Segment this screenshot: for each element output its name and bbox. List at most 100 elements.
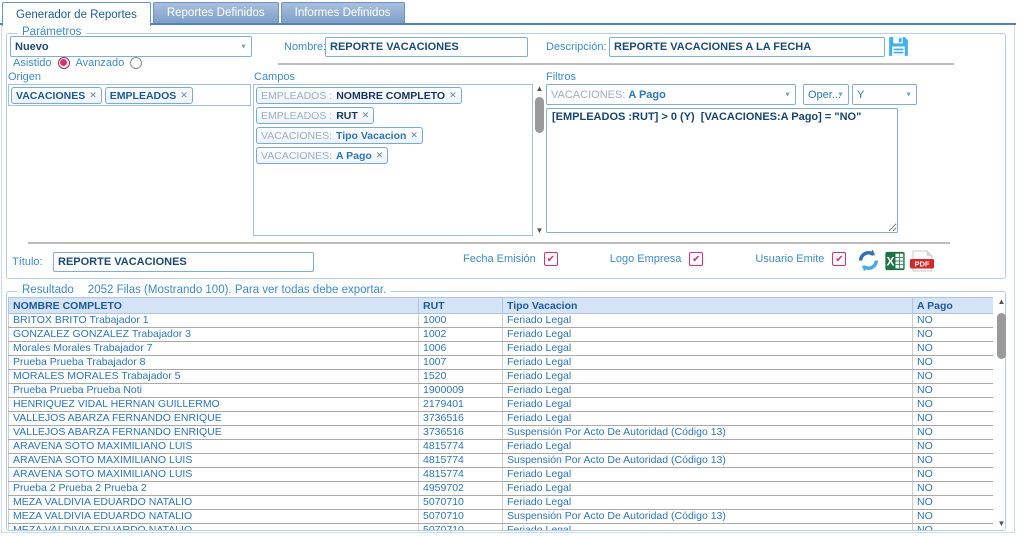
report-select[interactable]: Nuevo ▼: [10, 36, 252, 57]
scroll-up-icon[interactable]: ▲: [535, 84, 544, 93]
tab[interactable]: Generador de Reportes: [2, 2, 151, 26]
cell-tipo-vacacion: Suspensión Por Acto De Autoridad (Código…: [502, 509, 913, 524]
remove-tag-icon[interactable]: ✕: [410, 130, 418, 140]
table-row[interactable]: BRITOX BRITO Trabajador 1 1000 Feriado L…: [8, 313, 993, 328]
avanzado-radio[interactable]: [130, 56, 143, 69]
tab[interactable]: Informes Definidos: [280, 2, 405, 23]
column-header[interactable]: RUT: [418, 297, 503, 314]
resultado-legend-title: Resultado: [22, 284, 74, 296]
chevron-down-icon: ▼: [837, 91, 844, 98]
cell-a-pago: NO: [912, 369, 993, 384]
tab-underline: [0, 23, 1016, 25]
titulo-input[interactable]: [53, 252, 314, 272]
campos-box[interactable]: EMPLEADOS : NOMBRE COMPLETO ✕ EMPLEADOS …: [253, 84, 533, 236]
cell-tipo-vacacion: Feriado Legal: [502, 481, 913, 496]
filtro-campo-origin: VACACIONES:: [551, 88, 626, 101]
excel-export-button[interactable]: X: [884, 250, 906, 272]
cell-rut: 4959702: [418, 481, 503, 496]
remove-tag-icon[interactable]: ✕: [449, 90, 457, 100]
remove-tag-icon[interactable]: ✕: [361, 110, 370, 120]
table-row[interactable]: Morales Morales Trabajador 7 1006 Feriad…: [8, 341, 993, 356]
table-row[interactable]: MEZA VALDIVIA EDUARDO NATALIO 5070710 Fe…: [8, 523, 993, 530]
cell-tipo-vacacion: Feriado Legal: [502, 523, 913, 530]
checkbox[interactable]: [543, 252, 558, 266]
cell-rut: 1002: [418, 327, 503, 342]
conector-select[interactable]: Y ▼: [852, 84, 917, 105]
table-row[interactable]: MORALES MORALES Trabajador 5 1520 Feriad…: [8, 369, 993, 384]
table-row[interactable]: VALLEJOS ABARZA FERNANDO ENRIQUE 3736516…: [8, 425, 993, 440]
table-row[interactable]: HENRIQUEZ VIDAL HERNAN GUILLERMO 2179401…: [8, 397, 993, 412]
cell-tipo-vacacion: Feriado Legal: [502, 355, 913, 370]
cell-tipo-vacacion: Feriado Legal: [502, 411, 913, 426]
refresh-button[interactable]: [856, 248, 881, 273]
operador-select[interactable]: Oper... ▼: [803, 84, 849, 105]
table-row[interactable]: VALLEJOS ABARZA FERNANDO ENRIQUE 3736516…: [8, 411, 993, 426]
campo-tag-origin: EMPLEADOS :: [261, 109, 333, 122]
cell-tipo-vacacion: Feriado Legal: [502, 313, 913, 328]
origen-tag-label: VACACIONES: [16, 89, 86, 102]
campos-scrollbar: ▲ ▼: [533, 84, 546, 236]
scroll-down-icon[interactable]: ▼: [997, 519, 1006, 528]
option-label: Usuario Emite: [755, 253, 825, 265]
campo-tag-origin: EMPLEADOS :: [261, 89, 333, 102]
table-row[interactable]: MEZA VALDIVIA EDUARDO NATALIO 5070710 Su…: [8, 509, 993, 524]
cell-rut: 3736516: [418, 425, 503, 440]
cell-rut: 1000: [418, 313, 503, 328]
cell-nombre-completo: ARAVENA SOTO MAXIMILIANO LUIS: [8, 467, 419, 482]
titulo-label: Título:: [12, 256, 43, 268]
cell-a-pago: NO: [912, 411, 993, 426]
scrollbar-thumb[interactable]: [535, 97, 544, 133]
cell-a-pago: NO: [912, 425, 993, 440]
descripcion-input[interactable]: [609, 37, 885, 57]
cell-nombre-completo: MORALES MORALES Trabajador 5: [8, 369, 419, 384]
tab-label: Generador de Reportes: [16, 8, 137, 21]
chevron-down-icon: ▼: [784, 91, 791, 98]
remove-tag-icon[interactable]: ✕: [180, 90, 188, 100]
cell-tipo-vacacion: Feriado Legal: [502, 327, 913, 342]
pdf-export-button[interactable]: PDF: [909, 249, 936, 272]
cell-a-pago: NO: [912, 453, 993, 468]
origen-label: Origen: [8, 71, 42, 83]
avanzado-label: Avanzado: [75, 56, 125, 69]
filtro-campo-select[interactable]: VACACIONES: A Pago ▼: [546, 84, 796, 105]
column-header[interactable]: Tipo Vacacion: [502, 297, 913, 314]
table-row[interactable]: ARAVENA SOTO MAXIMILIANO LUIS 4815774 Su…: [8, 453, 993, 468]
checkbox[interactable]: [689, 252, 704, 266]
scroll-down-icon[interactable]: ▼: [535, 226, 544, 235]
table-row[interactable]: Prueba Prueba Trabajador 8 1007 Feriado …: [8, 355, 993, 370]
table-header-row: NOMBRE COMPLETO RUT Tipo Vacacion A Pago: [8, 297, 993, 314]
cell-rut: 5070710: [418, 495, 503, 510]
table-row[interactable]: Prueba 2 Prueba 2 Prueba 2 4959702 Feria…: [8, 481, 993, 496]
table-row[interactable]: ARAVENA SOTO MAXIMILIANO LUIS 4815774 Fe…: [8, 439, 993, 454]
remove-tag-icon[interactable]: ✕: [89, 90, 97, 100]
campo-tag-field: RUT: [336, 109, 358, 122]
cell-rut: 2179401: [418, 397, 503, 412]
column-header[interactable]: A Pago: [912, 297, 993, 314]
origen-tag: EMPLEADOS ✕: [104, 87, 193, 104]
checkbox[interactable]: [832, 252, 847, 266]
table-row[interactable]: Prueba Prueba Prueba Noti 1900009 Feriad…: [8, 383, 993, 398]
nombre-input[interactable]: [325, 37, 528, 57]
table-row[interactable]: GONZALEZ GONZALEZ Trabajador 3 1002 Feri…: [8, 327, 993, 342]
campo-tag-field: A Pago: [336, 149, 372, 162]
cell-nombre-completo: Prueba 2 Prueba 2 Prueba 2: [8, 481, 419, 496]
save-button[interactable]: [886, 34, 911, 59]
cell-a-pago: NO: [912, 313, 993, 328]
table-row[interactable]: MEZA VALDIVIA EDUARDO NATALIO 5070710 Fe…: [8, 495, 993, 510]
svg-text:PDF: PDF: [915, 259, 930, 268]
column-header[interactable]: NOMBRE COMPLETO: [8, 297, 419, 314]
table-row[interactable]: ARAVENA SOTO MAXIMILIANO LUIS 4815774 Fe…: [8, 467, 993, 482]
cell-rut: 1006: [418, 341, 503, 356]
pdf-icon: PDF: [910, 249, 934, 271]
origen-box[interactable]: VACACIONES ✕ EMPLEADOS ✕: [8, 84, 251, 106]
scroll-up-icon[interactable]: ▲: [997, 297, 1006, 306]
campo-tag: EMPLEADOS : NOMBRE COMPLETO ✕: [256, 87, 462, 104]
asistido-radio[interactable]: [57, 56, 70, 69]
tab[interactable]: Reportes Definidos: [152, 2, 279, 23]
remove-tag-icon[interactable]: ✕: [375, 150, 384, 160]
cell-a-pago: NO: [912, 355, 993, 370]
content-panel: [1, 25, 1015, 533]
cell-nombre-completo: VALLEJOS ABARZA FERNANDO ENRIQUE: [8, 425, 419, 440]
filtro-expression-textarea[interactable]: [EMPLEADOS :RUT] > 0 (Y) [VACACIONES:A P…: [546, 108, 898, 233]
scrollbar-thumb[interactable]: [997, 313, 1006, 359]
